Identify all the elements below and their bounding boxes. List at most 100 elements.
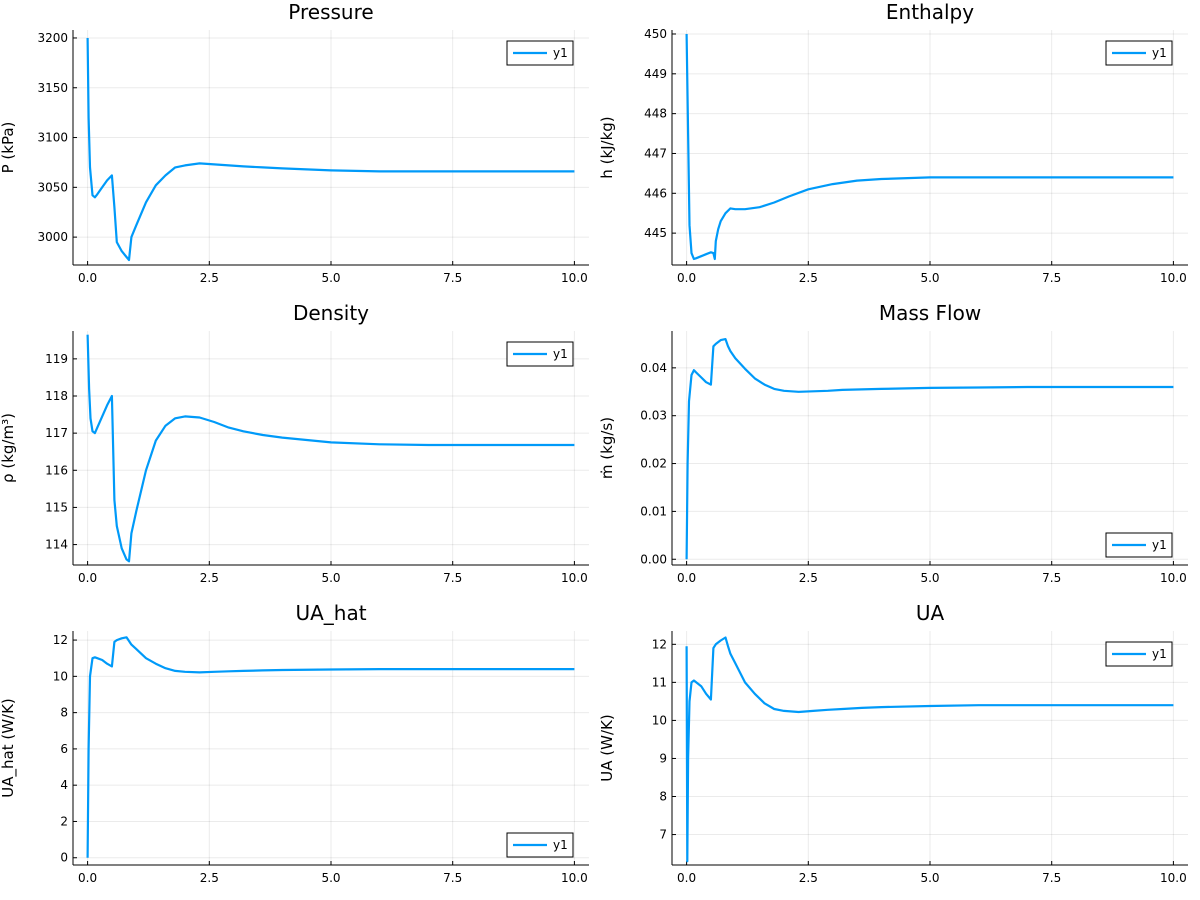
subplot-3: 0.0 2.5 5.0 7.5 10.0 114 115 116 117 118 119 Densit… [0, 301, 589, 585]
x-tick-label: 0.0 [78, 271, 97, 285]
y-tick-label: 116 [45, 463, 68, 477]
x-tick-label: 10.0 [561, 571, 588, 585]
y-tick-label: 11 [652, 675, 667, 689]
y-tick-label: 449 [644, 67, 667, 81]
x-tick-label: 10.0 [1160, 271, 1187, 285]
x-tick-label: 5.0 [920, 571, 939, 585]
x-tick-label: 2.5 [200, 271, 219, 285]
y-tick-label: 117 [45, 426, 68, 440]
y-tick-label: 0.01 [640, 504, 667, 518]
legend-label: y1 [1152, 647, 1167, 661]
series-line-y1 [86, 37, 575, 262]
y-tick-label: 3100 [37, 131, 68, 145]
y-tick-label: 115 [45, 500, 68, 514]
series-line-y1 [685, 636, 1174, 863]
chart-title: Enthalpy [886, 0, 974, 24]
y-tick-label: 12 [652, 637, 667, 651]
x-tick-label: 2.5 [799, 571, 818, 585]
y-tick-label: 0 [60, 851, 68, 865]
y-tick-label: 114 [45, 538, 68, 552]
x-tick-label: 0.0 [78, 871, 97, 885]
x-tick-label: 10.0 [561, 271, 588, 285]
y-tick-label: 12 [53, 633, 68, 647]
y-tick-label: 7 [659, 828, 667, 842]
series-line-y1 [685, 338, 1174, 560]
y-tick-label: 118 [45, 389, 68, 403]
y-tick-label: 0.03 [640, 409, 667, 423]
x-tick-label: 2.5 [200, 871, 219, 885]
legend-label: y1 [1152, 46, 1167, 60]
y-tick-label: 3050 [37, 180, 68, 194]
x-tick-label: 7.5 [1042, 871, 1061, 885]
y-tick-label: 2 [60, 814, 68, 828]
y-tick-label: 0.04 [640, 361, 667, 375]
y-tick-label: 448 [644, 107, 667, 121]
y-tick-label: 9 [659, 751, 667, 765]
x-tick-label: 5.0 [920, 871, 939, 885]
y-tick-label: 6 [60, 742, 68, 756]
series-line-y1 [86, 636, 575, 858]
subplot-4: 0.0 2.5 5.0 7.5 10.0 0.00 0.01 0.02 0.03 0.04 Mass… [598, 301, 1188, 585]
x-tick-label: 7.5 [1042, 271, 1061, 285]
x-tick-label: 2.5 [200, 571, 219, 585]
y-tick-label: 447 [644, 146, 667, 160]
x-tick-label: 2.5 [799, 271, 818, 285]
subplot-2: 0.0 2.5 5.0 7.5 10.0 445 446 447 448 449 450 Enthal… [598, 0, 1188, 285]
chart-title: Pressure [288, 0, 373, 24]
x-tick-label: 0.0 [78, 571, 97, 585]
legend: y1 [506, 341, 574, 367]
legend: y1 [1105, 641, 1173, 667]
chart-title: UA [916, 601, 945, 625]
x-tick-label: 5.0 [321, 271, 340, 285]
y-tick-label: 8 [659, 790, 667, 804]
x-tick-label: 2.5 [799, 871, 818, 885]
y-axis-label: h (kJ/kg) [598, 116, 616, 178]
x-tick-label: 0.0 [677, 571, 696, 585]
y-tick-label: 119 [45, 352, 68, 366]
y-axis-label: ρ (kg/m³) [0, 413, 17, 483]
chart-title: Mass Flow [879, 301, 981, 325]
y-tick-label: 10 [652, 713, 667, 727]
legend-label: y1 [553, 46, 568, 60]
y-tick-label: 10 [53, 669, 68, 683]
chart-title: Density [293, 301, 369, 325]
subplot-5: 0.0 2.5 5.0 7.5 10.0 0 2 4 6 8 10 12 UA_hat UA_hat (W… [0, 601, 589, 885]
x-tick-label: 5.0 [920, 271, 939, 285]
y-axis-label: UA (W/K) [598, 714, 616, 781]
series-line-y1 [86, 334, 575, 563]
y-tick-label: 0.02 [640, 457, 667, 471]
y-tick-label: 445 [644, 226, 667, 240]
legend-label: y1 [553, 838, 568, 852]
x-tick-label: 10.0 [561, 871, 588, 885]
series-line-y1 [685, 33, 1174, 261]
subplot-6: 0.0 2.5 5.0 7.5 10.0 7 8 9 10 11 12 UA UA (W/K) y1 [598, 601, 1188, 885]
x-tick-label: 7.5 [443, 571, 462, 585]
legend-label: y1 [553, 347, 568, 361]
legend-label: y1 [1152, 538, 1167, 552]
y-tick-label: 3000 [37, 230, 68, 244]
y-tick-label: 450 [644, 27, 667, 41]
x-tick-label: 0.0 [677, 871, 696, 885]
x-tick-label: 5.0 [321, 871, 340, 885]
y-tick-label: 3150 [37, 81, 68, 95]
x-tick-label: 0.0 [677, 271, 696, 285]
x-tick-label: 10.0 [1160, 571, 1187, 585]
y-tick-label: 4 [60, 778, 68, 792]
y-tick-label: 8 [60, 706, 68, 720]
x-tick-label: 5.0 [321, 571, 340, 585]
legend: y1 [1105, 40, 1173, 66]
y-tick-label: 446 [644, 186, 667, 200]
chart-title: UA_hat [295, 601, 366, 625]
x-tick-label: 7.5 [443, 271, 462, 285]
legend: y1 [506, 832, 574, 858]
y-axis-label: P (kPa) [0, 122, 17, 174]
y-axis-label: UA_hat (W/K) [0, 698, 18, 798]
legend: y1 [506, 40, 574, 66]
x-tick-label: 7.5 [443, 871, 462, 885]
subplot-1: 0.0 2.5 5.0 7.5 10.0 3000 3050 3100 3150 3200 Pres… [0, 0, 589, 285]
y-tick-label: 3200 [37, 31, 68, 45]
y-tick-label: 0.00 [640, 552, 667, 566]
legend: y1 [1105, 532, 1173, 558]
x-tick-label: 7.5 [1042, 571, 1061, 585]
